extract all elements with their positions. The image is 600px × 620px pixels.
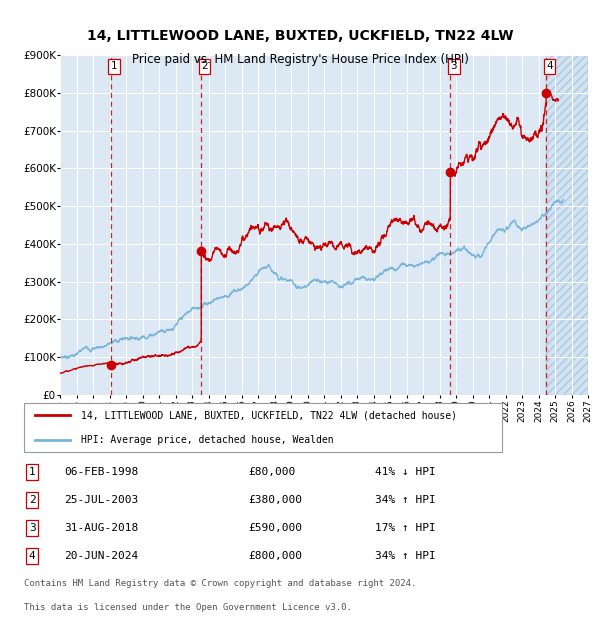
Text: 1: 1	[29, 467, 35, 477]
Text: 1: 1	[111, 61, 118, 71]
Text: 3: 3	[29, 523, 35, 533]
Text: 34% ↑ HPI: 34% ↑ HPI	[375, 551, 436, 561]
Text: 3: 3	[451, 61, 457, 71]
Text: 34% ↑ HPI: 34% ↑ HPI	[375, 495, 436, 505]
Text: Price paid vs. HM Land Registry's House Price Index (HPI): Price paid vs. HM Land Registry's House …	[131, 53, 469, 66]
Text: 06-FEB-1998: 06-FEB-1998	[64, 467, 138, 477]
Text: 14, LITTLEWOOD LANE, BUXTED, UCKFIELD, TN22 4LW: 14, LITTLEWOOD LANE, BUXTED, UCKFIELD, T…	[87, 29, 513, 43]
Text: 14, LITTLEWOOD LANE, BUXTED, UCKFIELD, TN22 4LW (detached house): 14, LITTLEWOOD LANE, BUXTED, UCKFIELD, T…	[81, 410, 457, 420]
Text: 20-JUN-2024: 20-JUN-2024	[64, 551, 138, 561]
Text: This data is licensed under the Open Government Licence v3.0.: This data is licensed under the Open Gov…	[23, 603, 352, 612]
Text: 17% ↑ HPI: 17% ↑ HPI	[375, 523, 436, 533]
Text: 2: 2	[201, 61, 208, 71]
Bar	[546, 55, 588, 395]
Bar	[546, 55, 588, 395]
Text: £590,000: £590,000	[248, 523, 302, 533]
Text: 4: 4	[29, 551, 35, 561]
Text: 4: 4	[546, 61, 553, 71]
Text: 41% ↓ HPI: 41% ↓ HPI	[375, 467, 436, 477]
Text: Contains HM Land Registry data © Crown copyright and database right 2024.: Contains HM Land Registry data © Crown c…	[23, 579, 416, 588]
Text: £380,000: £380,000	[248, 495, 302, 505]
Text: £800,000: £800,000	[248, 551, 302, 561]
Text: 25-JUL-2003: 25-JUL-2003	[64, 495, 138, 505]
FancyBboxPatch shape	[23, 403, 502, 452]
Text: 2: 2	[29, 495, 35, 505]
Text: 31-AUG-2018: 31-AUG-2018	[64, 523, 138, 533]
Text: HPI: Average price, detached house, Wealden: HPI: Average price, detached house, Weal…	[81, 435, 334, 445]
Text: £80,000: £80,000	[248, 467, 295, 477]
